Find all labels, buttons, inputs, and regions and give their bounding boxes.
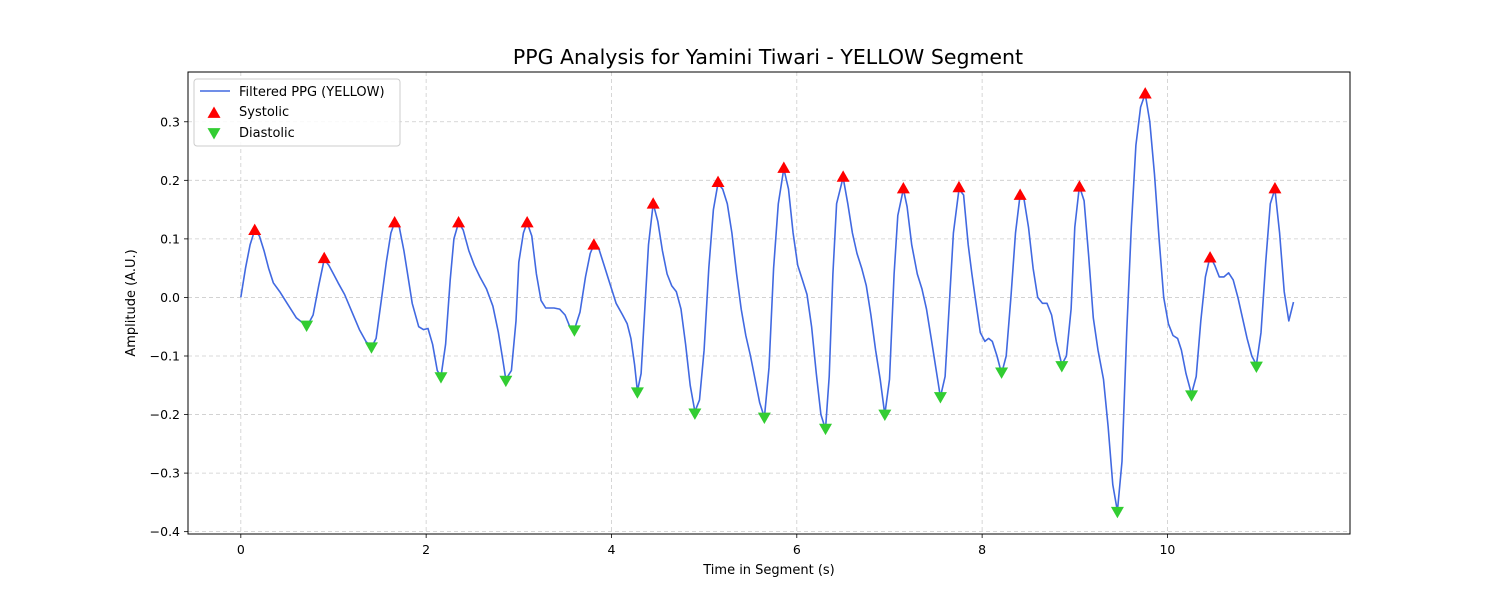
plot-area	[240, 87, 1295, 519]
y-tick-label: 0.2	[160, 173, 180, 188]
systolic-marker	[711, 175, 725, 187]
x-axis-label: Time in Segment (s)	[702, 563, 834, 578]
x-tick-label: 0	[237, 542, 245, 557]
x-axis: 0 2 4 6 8 10	[237, 534, 1175, 557]
diastolic-marker	[1249, 361, 1263, 374]
systolic-marker	[520, 215, 534, 228]
x-tick-label: 10	[1159, 542, 1175, 557]
legend: Filtered PPG (YELLOW) Systolic Diastolic	[193, 78, 401, 147]
diastolic-marker	[499, 375, 513, 388]
systolic-marker	[1013, 188, 1027, 200]
diastolic-marker	[933, 392, 947, 404]
diastolic-marker	[688, 408, 702, 420]
y-tick-label: 0.3	[160, 114, 180, 129]
systolic-marker	[452, 215, 466, 228]
systolic-marker	[1072, 180, 1086, 192]
systolic-marker	[1268, 182, 1282, 194]
legend-diastolic-marker	[207, 128, 221, 140]
grid-lines	[188, 72, 1350, 534]
legend-box	[193, 78, 401, 147]
y-tick-label: −0.4	[150, 524, 180, 539]
diastolic-marker	[567, 325, 581, 337]
diastolic-marker	[630, 387, 644, 399]
chart-title: PPG Analysis for Yamini Tiwari - YELLOW …	[513, 45, 1023, 69]
y-tick-label: 0.1	[160, 231, 180, 246]
systolic-marker	[317, 251, 331, 264]
y-axis-label: Amplitude (A.U.)	[124, 249, 139, 356]
systolic-marker	[587, 238, 601, 250]
y-tick-label: −0.2	[150, 407, 180, 422]
x-tick-label: 8	[978, 542, 986, 557]
y-tick-label: −0.1	[150, 348, 180, 363]
diastolic-marker	[1110, 506, 1124, 519]
diastolic-marker	[995, 367, 1009, 379]
legend-entry-diastolic: Diastolic	[239, 126, 295, 141]
diastolic-marker	[1055, 361, 1069, 373]
systolic-marker	[388, 215, 402, 228]
systolic-marker	[1203, 251, 1217, 263]
legend-entry-filtered-ppg: Filtered PPG (YELLOW)	[239, 85, 385, 100]
systolic-marker	[777, 161, 791, 173]
diastolic-marker	[878, 409, 892, 422]
diastolic-marker	[819, 423, 833, 436]
diastolic-marker	[1185, 390, 1199, 402]
ppg-signal-line	[240, 92, 1295, 512]
diastolic-marker	[757, 412, 771, 424]
diastolic-marker	[300, 320, 314, 333]
systolic-marker	[646, 197, 660, 209]
systolic-marker	[1138, 87, 1152, 99]
x-tick-label: 6	[793, 542, 801, 557]
y-axis: −0.4 −0.3 −0.2 −0.1 0.0 0.1 0.2 0.3	[150, 114, 188, 539]
x-tick-label: 2	[422, 542, 430, 557]
systolic-marker	[836, 170, 850, 182]
y-tick-label: −0.3	[150, 466, 180, 481]
plot-frame	[187, 71, 1351, 535]
systolic-marker	[952, 180, 966, 193]
x-tick-label: 4	[607, 542, 615, 557]
systolic-marker	[248, 223, 262, 235]
diastolic-marker	[364, 342, 378, 354]
systolic-marker	[896, 182, 910, 194]
diastolic-marker	[434, 372, 448, 384]
y-tick-label: 0.0	[160, 290, 180, 305]
legend-systolic-marker	[207, 106, 221, 118]
legend-entry-systolic: Systolic	[239, 105, 289, 120]
